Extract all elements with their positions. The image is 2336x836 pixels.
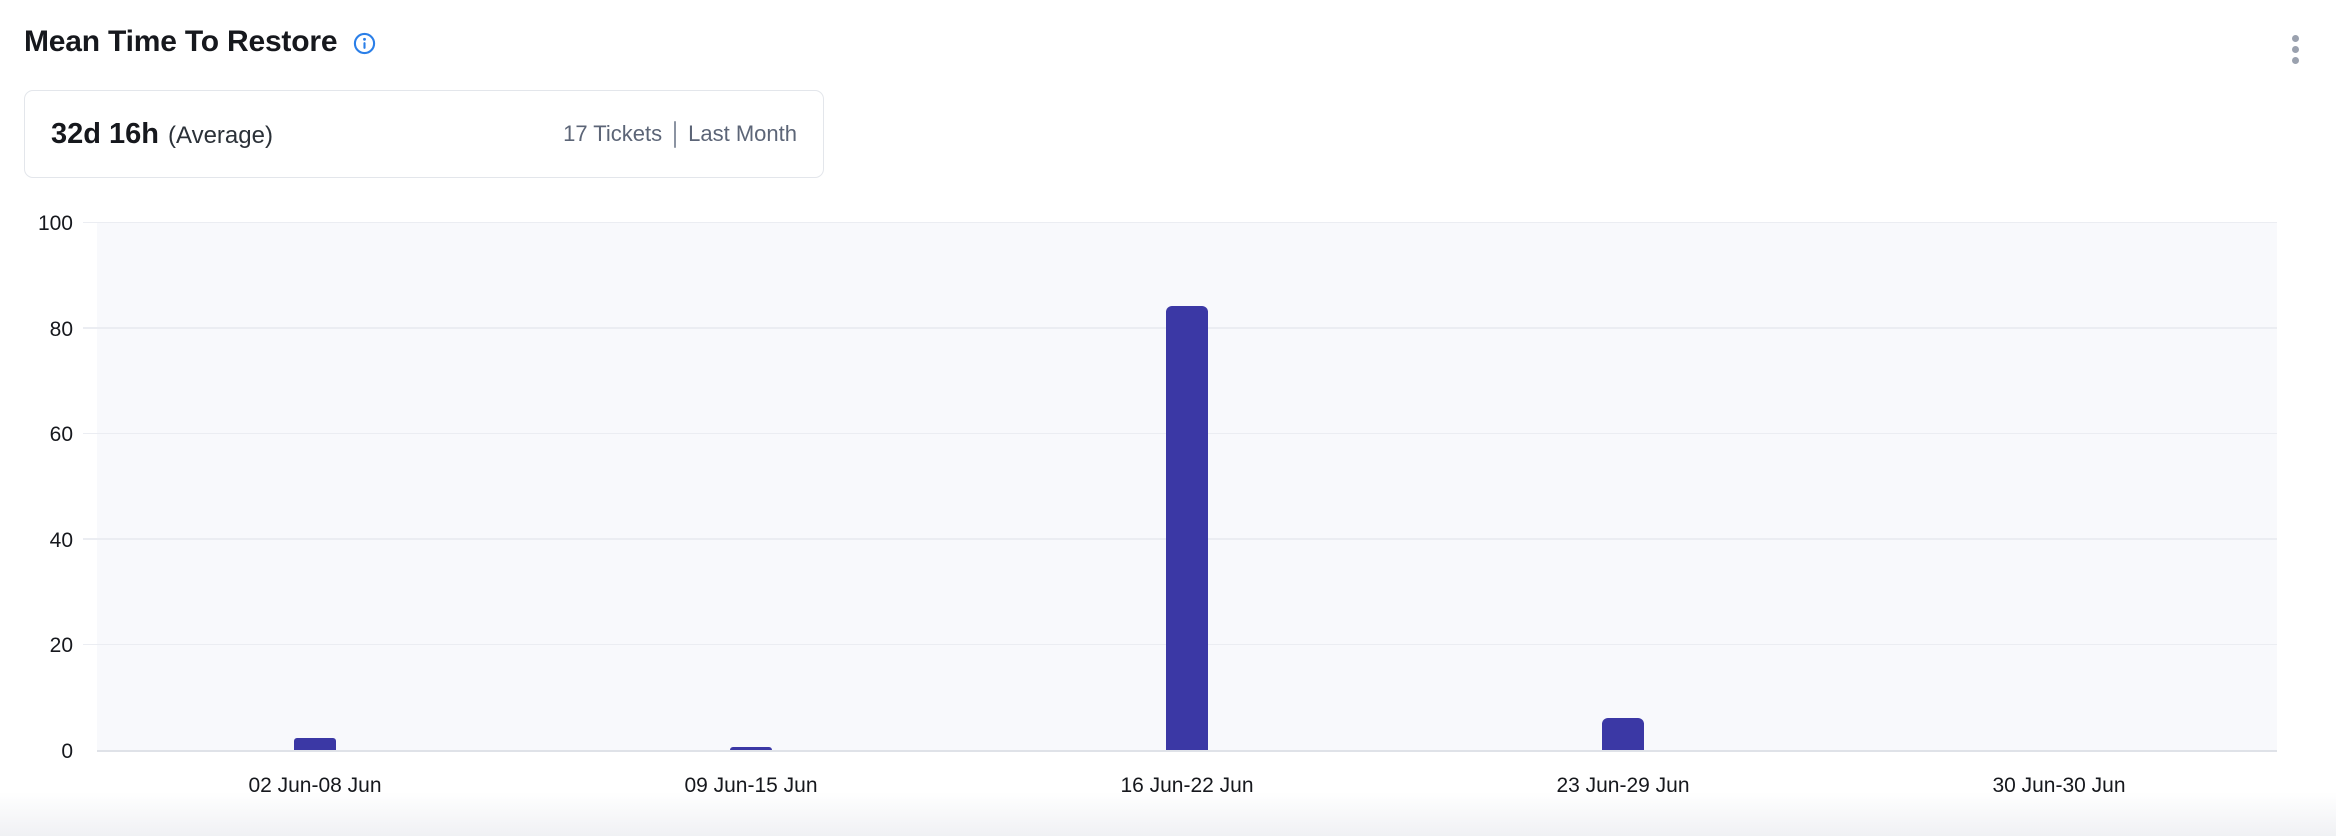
summary-meta: 17 Tickets Last Month (563, 120, 797, 148)
period-label: Last Month (688, 121, 797, 146)
bar-09-jun-15-jun[interactable] (730, 747, 772, 750)
y-tick-label: 40 (49, 528, 73, 552)
y-tick-label: 100 (37, 212, 73, 235)
divider (674, 120, 677, 148)
page-title: Mean Time To Restore (24, 25, 338, 58)
widget-header: Mean Time To Restore (24, 22, 376, 62)
bar-23-jun-29-jun[interactable] (1602, 718, 1644, 750)
tickets-count: 17 Tickets (563, 121, 663, 146)
y-tick-label: 20 (49, 634, 73, 658)
info-icon[interactable] (353, 32, 376, 55)
kebab-menu-icon (2291, 46, 2299, 53)
gridline (83, 221, 2277, 223)
summary-card: 32d 16h (Average) 17 Tickets Last Month (24, 90, 824, 178)
average-label: (Average) (168, 121, 273, 149)
more-options-button[interactable] (2288, 33, 2302, 66)
average-stat: 32d 16h (Average) (51, 118, 273, 151)
y-tick-label: 80 (49, 317, 73, 341)
bar-16-jun-22-jun[interactable] (1166, 306, 1208, 750)
kebab-menu-icon (2291, 57, 2299, 64)
bar-02-jun-08-jun[interactable] (294, 738, 336, 750)
y-tick-label: 0 (61, 740, 73, 763)
average-value: 32d 16h (51, 117, 159, 150)
bottom-fade (0, 792, 2336, 836)
y-tick-label: 60 (49, 423, 73, 447)
plot-area (83, 221, 2277, 752)
kebab-menu-icon (2291, 35, 2299, 42)
